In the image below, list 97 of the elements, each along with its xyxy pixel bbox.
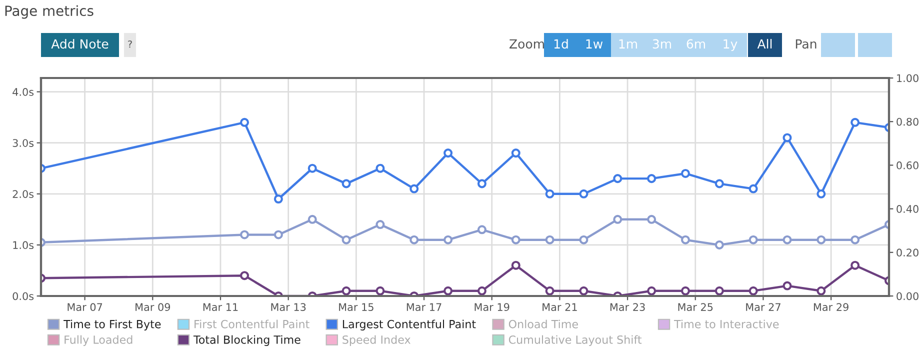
point xyxy=(782,281,792,290)
x-tick-label: Mar 29 xyxy=(814,303,848,312)
x-tick-label: Mar 11 xyxy=(203,303,238,312)
point xyxy=(444,286,453,296)
point xyxy=(511,148,520,158)
point xyxy=(748,235,758,244)
chart-title: Page metrics xyxy=(5,5,94,19)
point xyxy=(748,286,758,296)
x-tick-label: Mar 23 xyxy=(610,303,645,312)
y2-tick-label: 1.00 xyxy=(897,74,918,82)
point xyxy=(477,179,486,188)
x-tick-label: Mar 27 xyxy=(746,303,780,312)
point xyxy=(647,174,656,184)
point xyxy=(376,220,385,230)
point xyxy=(477,225,486,234)
y-tick-label: 3.0s xyxy=(12,139,34,147)
point xyxy=(240,271,250,280)
point xyxy=(579,235,588,244)
legend-label: First Contentful Paint xyxy=(194,320,310,328)
legend-label: Cumulative Layout Shift xyxy=(508,335,642,346)
point xyxy=(240,118,250,127)
point xyxy=(444,235,453,244)
point xyxy=(545,189,554,198)
point xyxy=(782,133,792,142)
point xyxy=(714,286,724,296)
point xyxy=(850,260,860,270)
text: ? xyxy=(128,40,132,48)
point xyxy=(680,235,690,244)
point xyxy=(680,286,690,296)
point xyxy=(850,118,860,127)
point xyxy=(308,214,317,224)
point xyxy=(274,194,283,204)
point xyxy=(613,174,622,184)
text: Add Note xyxy=(51,38,108,49)
legend-label: Speed Index xyxy=(342,335,410,346)
legend-label: Time to Interactive xyxy=(674,320,779,328)
x-tick-label: Mar 13 xyxy=(271,303,306,312)
point xyxy=(342,286,351,296)
point xyxy=(613,214,622,224)
x-tick-label: Mar 09 xyxy=(136,303,170,312)
point xyxy=(647,214,656,224)
point xyxy=(274,230,283,240)
point xyxy=(714,240,724,250)
point xyxy=(410,235,419,244)
point xyxy=(714,179,724,188)
point xyxy=(816,189,826,198)
x-tick-label: Mar 21 xyxy=(542,303,577,312)
legend-label: Time to First Byte xyxy=(64,320,161,330)
text: 1y xyxy=(724,39,738,52)
text: Pan xyxy=(796,39,816,49)
point xyxy=(477,286,486,296)
y-tick-label: 1.0s xyxy=(13,241,34,250)
point xyxy=(376,286,385,296)
point xyxy=(511,235,520,244)
point xyxy=(545,235,554,244)
point xyxy=(680,168,690,178)
legend-label: Largest Contentful Paint xyxy=(342,320,476,330)
point xyxy=(240,230,250,240)
text: All xyxy=(757,38,772,48)
text: Zoom xyxy=(510,39,544,49)
y2-tick-label: 0.20 xyxy=(896,248,918,257)
legend-label: Total Blocking Time xyxy=(193,335,300,346)
y-tick-label: 2.0s xyxy=(12,190,34,198)
y2-tick-label: 0.40 xyxy=(896,205,918,213)
y-tick-label: 0.0s xyxy=(12,292,34,300)
point xyxy=(545,286,554,296)
y2-tick-label: 0.00 xyxy=(896,292,918,300)
x-tick-label: Mar 15 xyxy=(339,303,374,312)
y2-tick-label: 0.80 xyxy=(896,118,918,126)
point xyxy=(376,164,385,173)
point xyxy=(782,235,792,244)
point xyxy=(511,260,520,270)
point xyxy=(850,235,860,244)
point xyxy=(342,179,351,188)
text: 1d xyxy=(554,38,568,49)
point xyxy=(342,235,351,244)
point xyxy=(410,184,419,194)
text: 3m xyxy=(652,39,672,49)
point xyxy=(816,286,826,296)
point xyxy=(647,286,656,296)
x-tick-label: Mar 17 xyxy=(406,303,442,312)
point xyxy=(444,148,453,158)
point xyxy=(748,184,758,194)
point xyxy=(308,164,317,173)
point xyxy=(816,235,826,244)
legend-label: Onload Time xyxy=(508,320,578,328)
x-tick-label: Mar 25 xyxy=(678,303,713,312)
x-tick-label: Mar 19 xyxy=(474,303,510,312)
point xyxy=(579,286,588,296)
y2-tick-label: 0.60 xyxy=(896,161,918,170)
y-tick-label: 4.0s xyxy=(12,88,34,96)
text: 1m xyxy=(619,39,638,48)
text: 1w xyxy=(586,39,603,48)
point xyxy=(579,189,588,198)
text: 6m xyxy=(686,39,706,49)
x-tick-label: Mar 07 xyxy=(68,303,102,312)
legend-label: Fully Loaded xyxy=(64,335,132,346)
